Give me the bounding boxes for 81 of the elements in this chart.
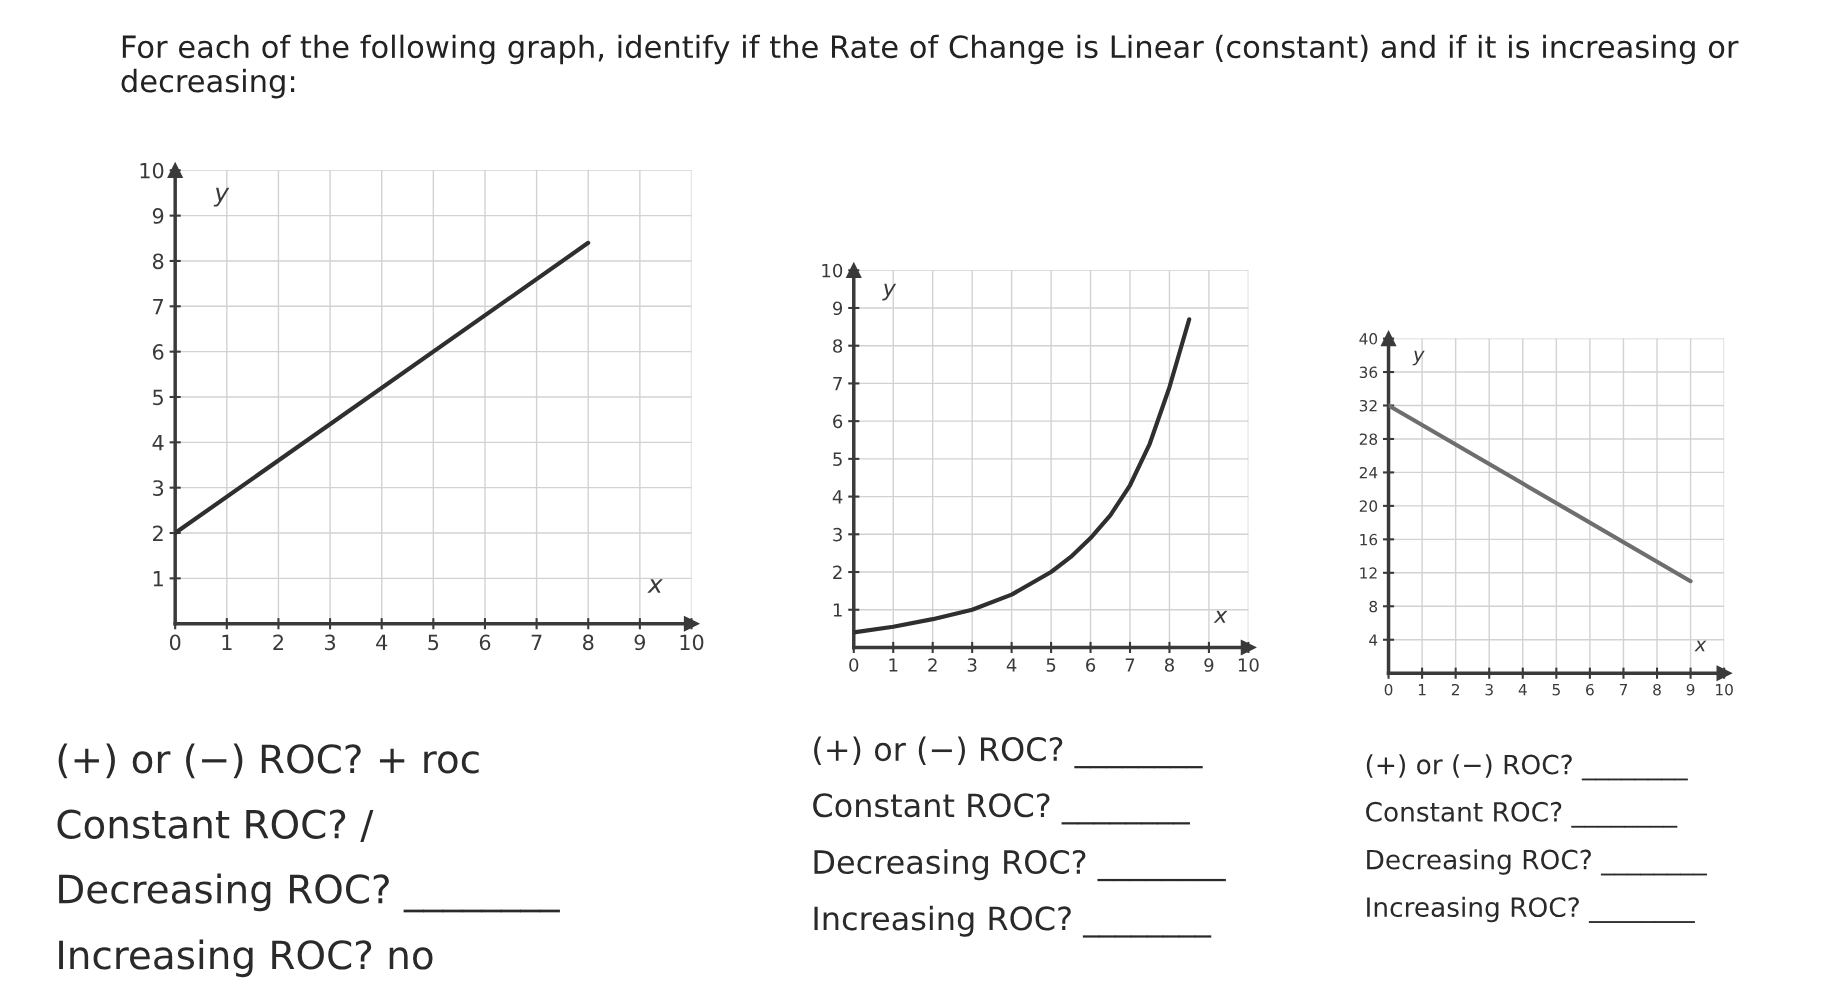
y-axis-title: y <box>1412 350 1425 366</box>
x-tick-label: 10 <box>1716 683 1733 696</box>
y-tick-label: 10 <box>140 162 164 179</box>
x-tick-label: 6 <box>1086 658 1096 672</box>
x-tick-label: 2 <box>928 658 937 672</box>
y-tick-label: 6 <box>833 414 843 429</box>
x-tick-label: 2 <box>273 634 283 650</box>
x-tick-label: 7 <box>1125 658 1135 672</box>
x-axis-title: x <box>1213 610 1228 623</box>
x-tick-label: 9 <box>1204 658 1214 672</box>
x-tick-label: 1 <box>1418 684 1426 696</box>
y-tick-label: 7 <box>833 377 842 391</box>
y-tick-label: 9 <box>152 208 164 224</box>
y-tick-label: 7 <box>153 299 163 315</box>
y-tick-label: 8 <box>833 339 843 353</box>
y-tick-label: 10 <box>822 263 843 278</box>
text: Constant ROC? ________ <box>1366 801 1678 828</box>
x-tick-label: 4 <box>1006 658 1017 672</box>
x-tick-label: 9 <box>634 634 646 651</box>
y-tick-label: 32 <box>1359 399 1377 412</box>
y-tick-label: 4 <box>152 435 164 451</box>
text: Constant ROC? / <box>57 809 374 842</box>
text: Decreasing ROC? ________ <box>814 849 1226 882</box>
y-tick-label: 8 <box>152 253 164 270</box>
x-tick-label: 1 <box>889 658 898 672</box>
y-tick-label: 20 <box>1359 500 1378 512</box>
x-tick-label: 0 <box>169 634 181 651</box>
y-tick-label: 40 <box>1359 333 1378 345</box>
y-axis-title: y <box>213 187 230 207</box>
text: (+) or (−) ROC? ________ <box>1366 754 1688 781</box>
y-tick-label: 24 <box>1359 466 1378 479</box>
text: Decreasing ROC? ________ <box>1367 849 1707 876</box>
text: (+) or (−) ROC? + roc <box>58 743 479 779</box>
x-tick-label: 8 <box>583 634 594 651</box>
y-tick-label: 16 <box>1360 533 1378 546</box>
x-tick-label: 7 <box>531 634 542 650</box>
x-tick-label: 10 <box>1238 658 1259 672</box>
x-tick-label: 6 <box>1586 683 1594 696</box>
y-tick-label: 2 <box>153 525 163 541</box>
y-tick-label: 8 <box>1369 600 1378 613</box>
x-tick-label: 5 <box>1046 658 1056 672</box>
x-tick-label: 4 <box>376 634 388 650</box>
y-tick-label: 12 <box>1360 567 1377 579</box>
x-tick-label: 10 <box>680 634 704 651</box>
y-tick-label: 3 <box>833 527 842 542</box>
y-tick-label: 4 <box>832 490 843 504</box>
y-tick-label: 5 <box>833 452 842 466</box>
text: For each of the following graph, identify if the Rate of Change is Linear (constant) and if it is increasing or decreasing: <box>121 34 1739 99</box>
x-tick-label: 7 <box>1619 684 1628 696</box>
x-tick-label: 4 <box>1518 684 1527 696</box>
y-tick-label: 9 <box>833 301 843 316</box>
x-tick-label: 6 <box>479 634 491 651</box>
x-axis-title: x <box>1694 640 1707 652</box>
text: Increasing ROC? ________ <box>814 905 1212 938</box>
text: Decreasing ROC? ________ <box>59 873 560 913</box>
y-tick-label: 3 <box>153 480 164 496</box>
text: (+) or (−) ROC? ________ <box>814 736 1203 769</box>
y-tick-label: 28 <box>1359 433 1378 445</box>
x-tick-label: 8 <box>1164 658 1174 672</box>
text: Increasing ROC? ________ <box>1367 896 1695 923</box>
x-tick-label: 0 <box>1384 683 1393 696</box>
x-tick-label: 3 <box>967 658 977 672</box>
x-tick-label: 1 <box>222 634 232 650</box>
x-tick-label: 5 <box>428 634 439 651</box>
text: Increasing ROC? no <box>59 939 433 978</box>
y-tick-label: 36 <box>1359 366 1378 379</box>
y-tick-label: 2 <box>833 565 842 579</box>
x-tick-label: 8 <box>1653 683 1661 696</box>
y-tick-label: 1 <box>833 603 842 617</box>
y-tick-label: 5 <box>153 389 163 406</box>
x-tick-label: 3 <box>1485 683 1493 696</box>
x-tick-label: 5 <box>1552 684 1560 696</box>
x-tick-label: 3 <box>325 634 336 651</box>
x-tick-label: 0 <box>849 658 859 672</box>
y-tick-label: 6 <box>152 344 164 360</box>
x-tick-label: 9 <box>1686 683 1695 696</box>
y-tick-label: 1 <box>153 571 163 587</box>
text: Constant ROC? ________ <box>813 793 1190 825</box>
x-tick-label: 2 <box>1451 683 1459 696</box>
x-axis-title: x <box>647 579 663 593</box>
y-axis-title: y <box>882 283 897 301</box>
